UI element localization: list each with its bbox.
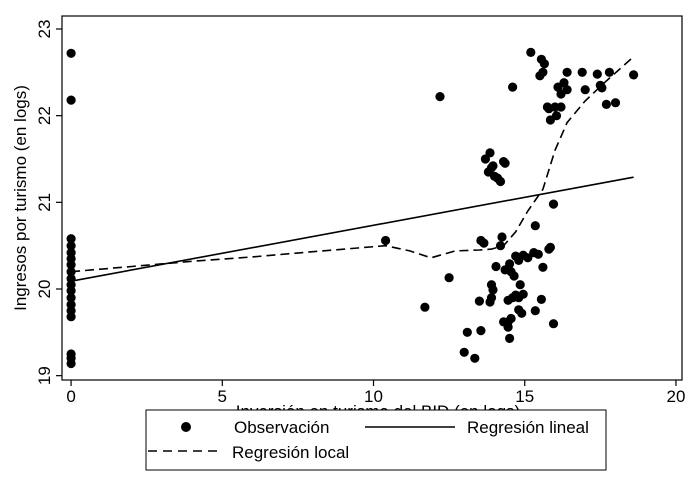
data-point-49 bbox=[505, 333, 515, 343]
data-point-20 bbox=[435, 92, 445, 102]
data-point-18 bbox=[381, 235, 391, 246]
data-point-40 bbox=[488, 285, 498, 295]
data-point-17 bbox=[66, 358, 76, 369]
data-point-36 bbox=[495, 176, 506, 187]
data-point-102 bbox=[629, 70, 639, 80]
data-point-78 bbox=[538, 67, 548, 77]
data-point-89 bbox=[556, 102, 566, 112]
plot-area-frame bbox=[61, 15, 683, 381]
data-point-22 bbox=[462, 327, 472, 337]
legend-box bbox=[145, 409, 607, 471]
data-point-44 bbox=[497, 232, 507, 242]
data-point-14 bbox=[66, 312, 76, 322]
data-point-10 bbox=[66, 286, 76, 296]
data-point-64 bbox=[507, 82, 518, 92]
data-point-0 bbox=[66, 48, 76, 58]
data-point-99 bbox=[601, 99, 612, 109]
data-point-67 bbox=[523, 253, 533, 263]
data-point-74 bbox=[530, 306, 540, 316]
data-point-3 bbox=[66, 241, 76, 251]
data-point-95 bbox=[580, 85, 590, 95]
data-point-21 bbox=[444, 273, 454, 283]
x-tick-label-10: 10 bbox=[364, 387, 383, 406]
data-point-33 bbox=[488, 161, 498, 171]
y-tick-label-21: 21 bbox=[35, 193, 54, 212]
data-point-7 bbox=[66, 267, 76, 277]
data-point-43 bbox=[491, 261, 501, 272]
data-point-24 bbox=[470, 353, 480, 363]
x-tick-label-15: 15 bbox=[515, 387, 534, 406]
x-tick-label-0: 0 bbox=[66, 387, 75, 406]
data-point-45 bbox=[495, 241, 506, 251]
data-point-101 bbox=[610, 98, 621, 108]
data-point-93 bbox=[562, 67, 572, 77]
data-point-70 bbox=[530, 221, 540, 231]
axis-ticks: 0 5 10 15 20 19 20 21 22 23 bbox=[35, 20, 685, 406]
data-point-85 bbox=[548, 319, 559, 329]
data-point-60 bbox=[515, 280, 525, 290]
x-tick-label-5: 5 bbox=[218, 387, 227, 406]
data-point-92 bbox=[562, 85, 572, 95]
data-point-28 bbox=[479, 238, 489, 248]
legend-label-regresion-local: Regresión local bbox=[232, 443, 349, 462]
series-line-2 bbox=[71, 56, 635, 273]
data-point-38 bbox=[500, 158, 510, 168]
data-point-30 bbox=[485, 148, 495, 158]
data-point-42 bbox=[485, 297, 495, 307]
data-point-84 bbox=[548, 199, 559, 209]
data-point-1 bbox=[66, 95, 76, 105]
data-point-100 bbox=[604, 67, 615, 77]
legend: Observación Regresión lineal Regresión l… bbox=[145, 409, 607, 471]
y-tick-label-22: 22 bbox=[35, 106, 54, 125]
data-point-23 bbox=[459, 347, 469, 357]
data-point-94 bbox=[577, 67, 587, 77]
data-point-6 bbox=[66, 260, 76, 270]
regression-lines bbox=[70, 56, 635, 282]
data-point-98 bbox=[597, 83, 607, 93]
data-point-96 bbox=[592, 69, 602, 79]
data-point-77 bbox=[539, 59, 550, 69]
data-point-72 bbox=[536, 294, 547, 304]
legend-marker-observacion bbox=[181, 422, 191, 432]
data-point-51 bbox=[506, 313, 516, 324]
data-point-19 bbox=[420, 302, 430, 312]
data-point-80 bbox=[545, 242, 556, 252]
data-point-69 bbox=[526, 47, 536, 58]
data-point-65 bbox=[505, 259, 515, 269]
legend-label-regresion-lineal: Regresión lineal bbox=[467, 418, 589, 437]
data-point-63 bbox=[517, 308, 527, 318]
y-tick-label-19: 19 bbox=[35, 366, 54, 385]
y-axis-title: Ingresos por turismo (en logs) bbox=[11, 85, 30, 311]
observation-points bbox=[66, 47, 639, 369]
y-tick-label-20: 20 bbox=[35, 280, 54, 299]
data-point-87 bbox=[551, 111, 562, 121]
y-tick-label-23: 23 bbox=[35, 20, 54, 39]
series-line-1 bbox=[70, 176, 634, 282]
data-point-73 bbox=[538, 262, 548, 272]
data-point-26 bbox=[474, 296, 484, 306]
data-point-11 bbox=[66, 293, 76, 303]
data-point-62 bbox=[518, 289, 528, 299]
x-tick-label-20: 20 bbox=[666, 387, 685, 406]
data-point-55 bbox=[509, 271, 519, 281]
data-point-71 bbox=[533, 249, 543, 259]
data-point-2 bbox=[66, 234, 76, 244]
data-point-25 bbox=[476, 326, 486, 336]
legend-label-observacion: Observación bbox=[234, 418, 329, 437]
data-point-91 bbox=[559, 78, 569, 88]
